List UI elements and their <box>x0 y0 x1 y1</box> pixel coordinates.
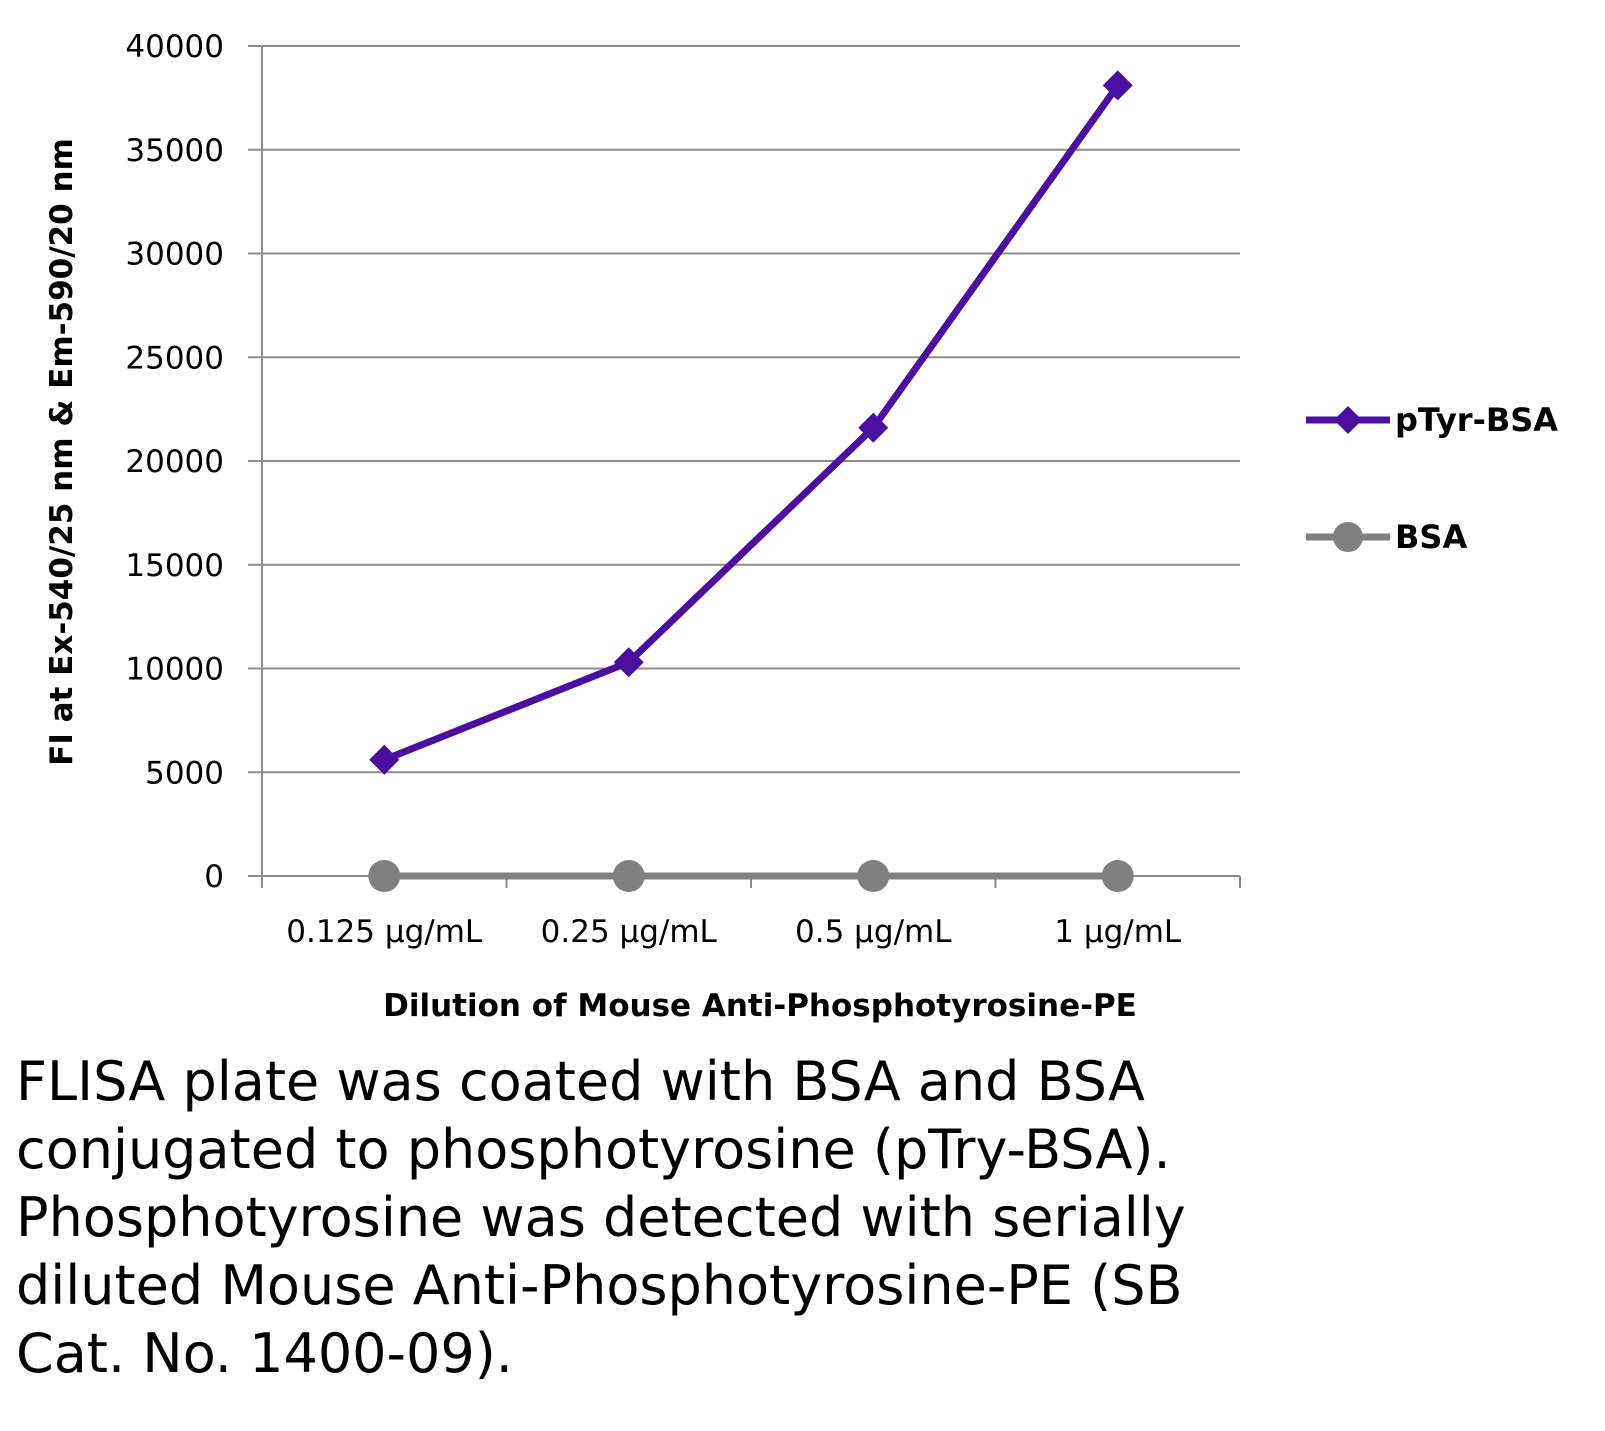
circle-marker-icon <box>1333 522 1363 552</box>
y-tick-label: 10000 <box>125 652 224 688</box>
diamond-marker-icon <box>1334 406 1362 434</box>
y-tick-label: 30000 <box>125 237 224 273</box>
series-ptyr-bsa <box>369 70 1133 775</box>
data-point <box>612 860 645 892</box>
y-tick-label: 20000 <box>125 444 224 480</box>
series-group <box>368 70 1134 892</box>
series-bsa <box>368 860 1134 892</box>
gridlines <box>248 45 1240 774</box>
data-point <box>1102 70 1133 101</box>
figure-caption: FLISA plate was coated with BSA and BSA … <box>16 1050 1186 1385</box>
x-axis: 0.125 µg/mL 0.25 µg/mL 0.5 µg/mL 1 µg/mL <box>248 46 1241 950</box>
x-axis-title: Dilution of Mouse Anti-Phosphotyrosine-P… <box>383 988 1137 1024</box>
series-line <box>382 83 1121 764</box>
x-tick-label: 0.125 µg/mL <box>286 914 483 950</box>
data-point <box>858 412 889 443</box>
data-point <box>857 860 890 892</box>
data-point <box>368 860 401 892</box>
line-chart: 0 5000 10000 15000 20000 25000 30000 35000 40000… <box>44 29 1558 1024</box>
x-tick-label: 0.25 µg/mL <box>541 914 718 950</box>
legend-item: pTyr-BSA <box>1306 401 1558 439</box>
legend-item: BSA <box>1306 518 1467 556</box>
y-tick-label: 35000 <box>125 133 224 169</box>
y-axis-title: FI at Ex-540/25 nm & Em-590/20 nm <box>44 138 80 766</box>
y-tick-label: 5000 <box>145 755 224 791</box>
y-axis-ticks: 0 5000 10000 15000 20000 25000 30000 35000 40000 <box>125 29 224 895</box>
data-point <box>613 647 644 678</box>
legend-label: pTyr-BSA <box>1395 401 1558 439</box>
y-tick-label: 25000 <box>125 340 224 376</box>
y-tick-label: 15000 <box>125 548 224 584</box>
x-tick-label: 1 µg/mL <box>1054 914 1182 950</box>
y-tick-label: 0 <box>204 859 224 895</box>
data-point <box>1101 860 1134 892</box>
data-point <box>369 744 400 775</box>
y-tick-label: 40000 <box>125 29 224 65</box>
x-tick-label: 0.5 µg/mL <box>795 914 952 950</box>
legend-label: BSA <box>1395 518 1467 556</box>
legend: pTyr-BSA BSA <box>1306 401 1558 556</box>
